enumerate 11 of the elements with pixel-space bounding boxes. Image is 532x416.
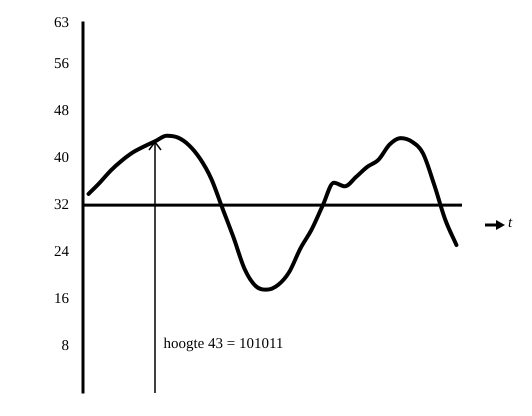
x-axis-title: t	[508, 215, 512, 232]
annotation: hoogte 43 = 101011	[163, 336, 284, 354]
y-tick-label: 16	[54, 290, 70, 307]
y-tick-label: 24	[54, 244, 70, 260]
y-tick-label: 40	[54, 150, 69, 166]
y-tick-label: 48	[54, 103, 69, 120]
y-tick-label: 8	[62, 338, 69, 354]
y-tick-label: 32	[54, 197, 69, 213]
y-tick-label: 63	[54, 14, 69, 31]
y-tick-label: 56	[54, 56, 70, 72]
line-series	[86, 134, 458, 292]
